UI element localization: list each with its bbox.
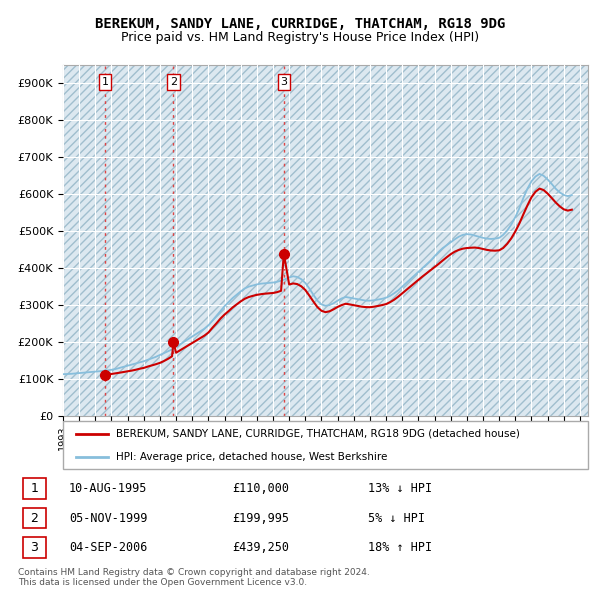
Text: Contains HM Land Registry data © Crown copyright and database right 2024.
This d: Contains HM Land Registry data © Crown c… [18,568,370,587]
Text: 2: 2 [170,77,177,87]
Text: £199,995: £199,995 [232,512,289,525]
Text: 1: 1 [31,483,38,496]
Text: 05-NOV-1999: 05-NOV-1999 [69,512,147,525]
Text: 2: 2 [31,512,38,525]
Text: 18% ↑ HPI: 18% ↑ HPI [368,540,432,553]
Text: 13% ↓ HPI: 13% ↓ HPI [368,483,432,496]
Text: £439,250: £439,250 [232,540,289,553]
FancyBboxPatch shape [23,537,46,558]
Text: 3: 3 [280,77,287,87]
FancyBboxPatch shape [23,478,46,499]
Text: 5% ↓ HPI: 5% ↓ HPI [368,512,425,525]
FancyBboxPatch shape [63,421,588,469]
Text: 04-SEP-2006: 04-SEP-2006 [69,540,147,553]
Text: 3: 3 [31,540,38,553]
Text: BEREKUM, SANDY LANE, CURRIDGE, THATCHAM, RG18 9DG: BEREKUM, SANDY LANE, CURRIDGE, THATCHAM,… [95,17,505,31]
Text: £110,000: £110,000 [232,483,289,496]
Text: 1: 1 [101,77,109,87]
Text: Price paid vs. HM Land Registry's House Price Index (HPI): Price paid vs. HM Land Registry's House … [121,31,479,44]
Text: HPI: Average price, detached house, West Berkshire: HPI: Average price, detached house, West… [115,452,387,462]
Text: 10-AUG-1995: 10-AUG-1995 [69,483,147,496]
Text: BEREKUM, SANDY LANE, CURRIDGE, THATCHAM, RG18 9DG (detached house): BEREKUM, SANDY LANE, CURRIDGE, THATCHAM,… [115,429,520,439]
FancyBboxPatch shape [23,507,46,529]
